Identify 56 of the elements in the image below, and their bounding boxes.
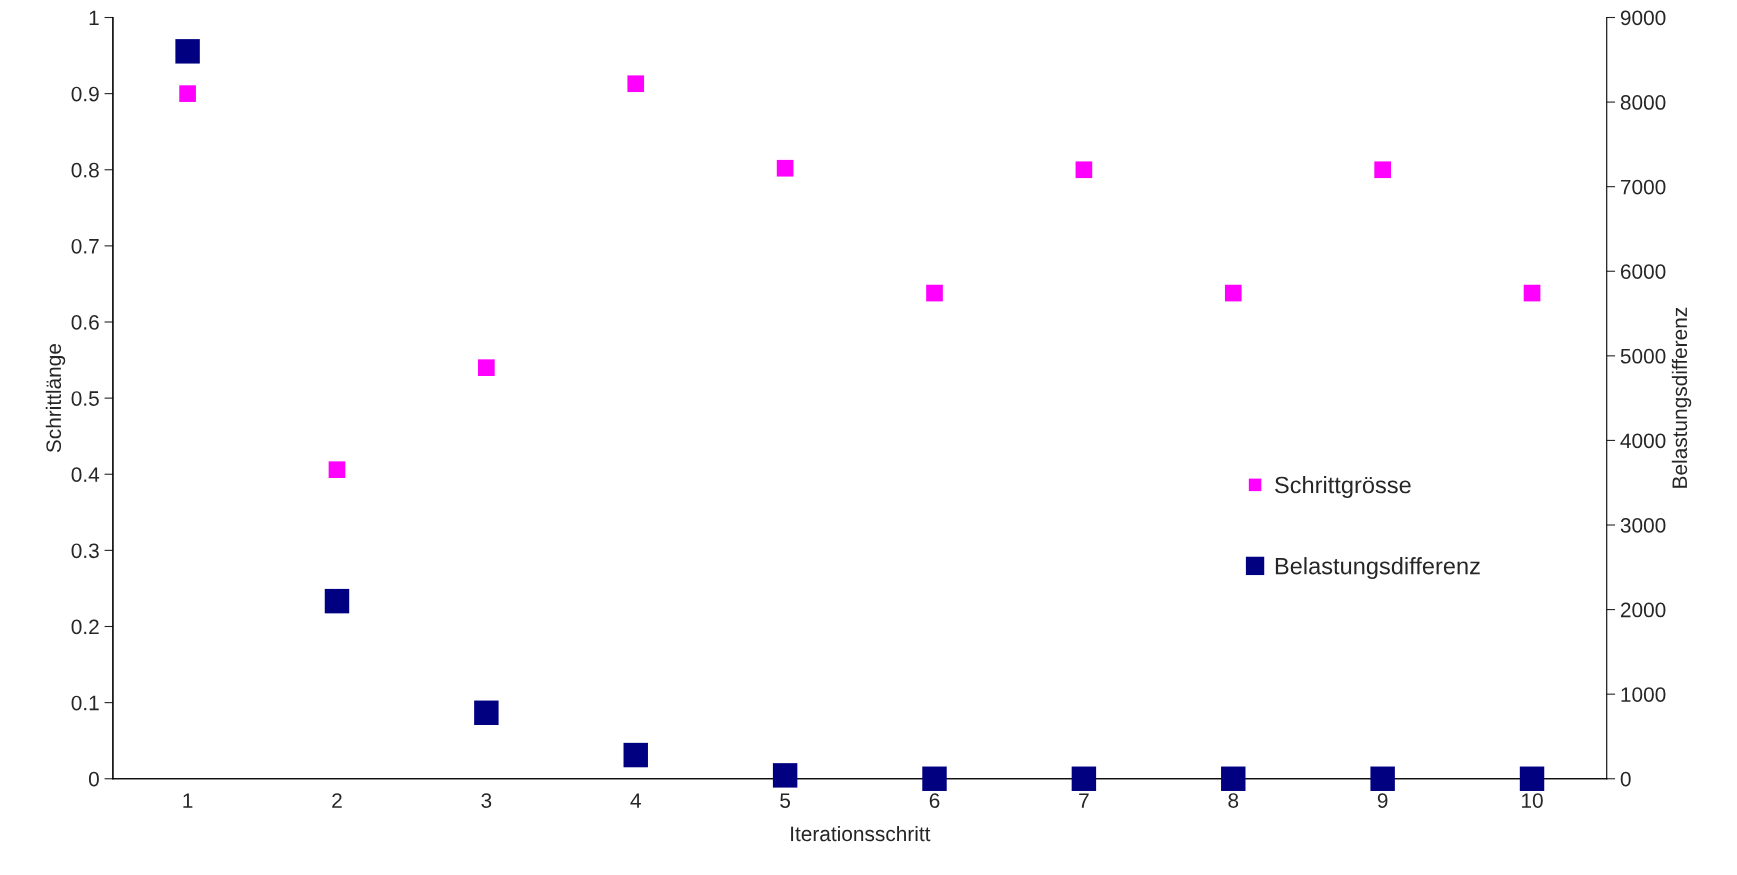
x-tick-label: 7 xyxy=(1079,793,1089,808)
point xyxy=(324,588,350,614)
y-tick-label: 0.9 xyxy=(71,86,99,102)
y2-tick-label: 6000 xyxy=(1620,264,1666,279)
x-tick-label: 10 xyxy=(1522,793,1543,808)
x-tick-label: 6 xyxy=(929,793,940,808)
point xyxy=(1523,284,1541,302)
y2-tick-label: 1000 xyxy=(1621,687,1666,702)
y-tick-label: 0.4 xyxy=(71,467,100,482)
point xyxy=(1374,161,1391,179)
y2-tick-label: 7000 xyxy=(1620,179,1666,195)
point xyxy=(627,75,645,93)
y2-tick-label: 3000 xyxy=(1620,518,1666,533)
y-tick-label: 0.6 xyxy=(71,315,99,330)
x-tick-label: 5 xyxy=(780,793,791,808)
point xyxy=(328,461,346,479)
x-axis-title: Iterationsschritt xyxy=(791,825,931,842)
y-axis-title: Schrittlänge xyxy=(45,344,66,453)
x-tick-label: 2 xyxy=(332,793,342,808)
x-tick-label: 8 xyxy=(1228,793,1239,808)
y2-tick-label: 2000 xyxy=(1620,602,1666,618)
point xyxy=(1224,284,1242,302)
y2-axis-title: Belastungsdifferenz xyxy=(1671,307,1692,488)
y-tick-label: 0.1 xyxy=(71,695,99,711)
x-tick-label: 1 xyxy=(183,793,193,808)
y-tick-label: 0.7 xyxy=(71,238,99,254)
point xyxy=(474,700,499,725)
y-tick-label: 0.2 xyxy=(71,619,99,635)
legend-label: Schrittgrösse xyxy=(1275,476,1411,499)
point xyxy=(922,766,947,791)
y2-tick-label: 9000 xyxy=(1620,10,1666,26)
x-tick-label: 4 xyxy=(630,793,641,808)
y-tick-label: 0.5 xyxy=(71,391,99,406)
y-tick-label: 0.3 xyxy=(71,543,99,559)
x-tick-label: 9 xyxy=(1377,793,1388,808)
point xyxy=(1075,161,1093,179)
point xyxy=(926,284,943,302)
point xyxy=(623,742,648,768)
point xyxy=(772,763,798,788)
point xyxy=(1519,766,1545,791)
y-tick-label: 0.8 xyxy=(71,162,99,178)
y2-tick-label: 4000 xyxy=(1620,433,1666,449)
point xyxy=(1071,766,1097,791)
point xyxy=(1370,766,1395,791)
y2-tick-label: 8000 xyxy=(1620,95,1666,110)
x-tick-label: 3 xyxy=(481,793,492,808)
point xyxy=(179,85,196,102)
point xyxy=(478,359,495,377)
point xyxy=(776,159,794,177)
point xyxy=(175,39,200,64)
y-tick-label: 0 xyxy=(88,771,99,787)
point xyxy=(1221,766,1246,791)
y2-tick-label: 5000 xyxy=(1620,348,1666,364)
y-tick-label: 1 xyxy=(89,10,99,26)
y2-tick-label: 0 xyxy=(1620,771,1631,787)
legend-label: Belastungsdifferenz xyxy=(1275,557,1480,580)
